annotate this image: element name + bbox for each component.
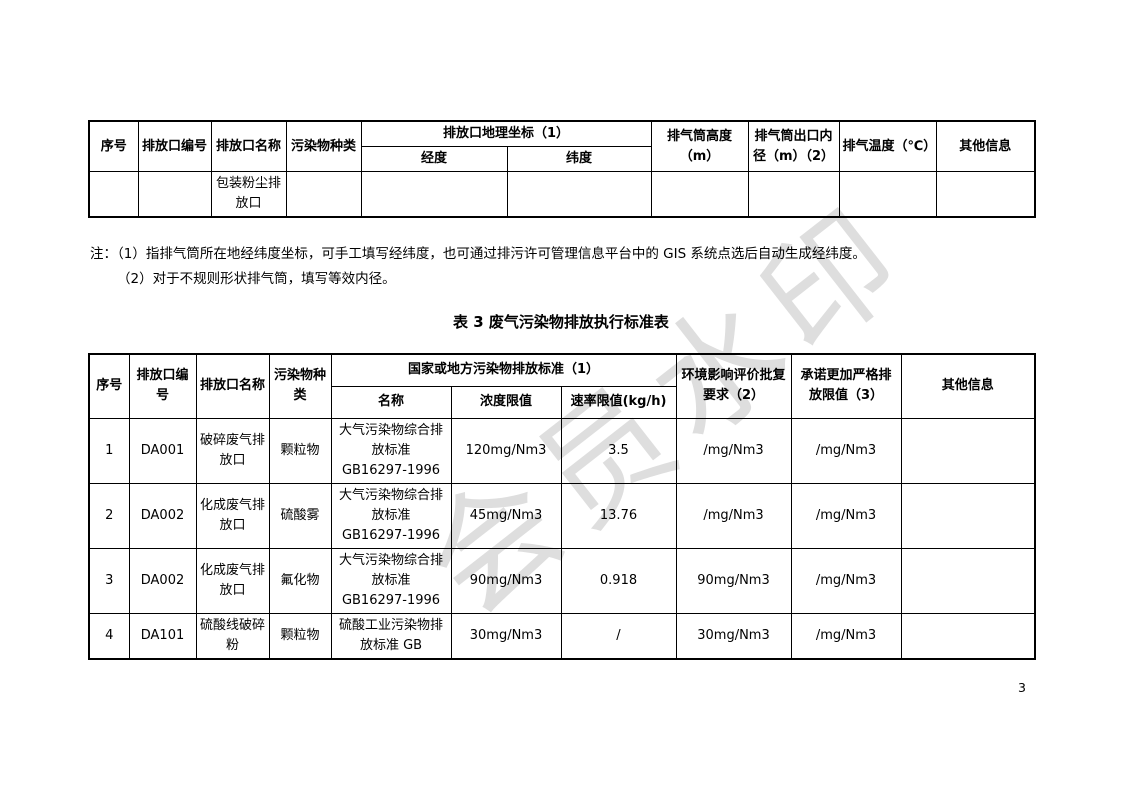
- t3-cell-std-name: 大气污染物综合排放标准 GB16297-1996: [330, 547, 452, 614]
- t3-cell-conc: 30mg/Nm3: [450, 612, 562, 660]
- t3-cell-other: [900, 417, 1036, 484]
- t3-cell-std-name: 大气污染物综合排放标准 GB16297-1996: [330, 417, 452, 484]
- t3-header-standard-group: 国家或地方污染物排放标准（1）: [330, 353, 677, 387]
- table-row: 2 DA002 化成废气排放口 硫酸雾 大气污染物综合排放标准 GB16297-…: [88, 482, 1036, 549]
- t1-cell-seq: [88, 171, 139, 218]
- t3-cell-seq: 3: [88, 547, 130, 614]
- t1-header-other: 其他信息: [935, 120, 1036, 172]
- t3-cell-pollutant: 颗粒物: [268, 417, 332, 484]
- footnote-line-2: （2）对于不规则形状排气筒，填写等效内径。: [117, 271, 396, 287]
- t3-header-std-name: 名称: [330, 385, 452, 419]
- t3-header-other: 其他信息: [900, 353, 1036, 419]
- t1-header-stack-height: 排气筒高度（m）: [650, 120, 749, 172]
- t1-cell-longitude: [360, 171, 508, 218]
- t3-cell-rate: 3.5: [560, 417, 677, 484]
- emission-standards-table: 序号 排放口编号 排放口名称 污染物种类 国家或地方污染物排放标准（1） 环境影…: [88, 353, 1036, 660]
- t3-cell-conc: 120mg/Nm3: [450, 417, 562, 484]
- t3-cell-outlet-name: 化成废气排放口: [195, 482, 270, 549]
- t3-cell-stricter: /mg/Nm3: [790, 417, 902, 484]
- t3-header-outlet-name: 排放口名称: [195, 353, 270, 419]
- t3-cell-stricter: /mg/Nm3: [790, 482, 902, 549]
- t3-cell-pollutant: 硫酸雾: [268, 482, 332, 549]
- t3-header-rate-limit: 速率限值(kg/h): [560, 385, 677, 419]
- t3-cell-eia: /mg/Nm3: [675, 482, 792, 549]
- t1-header-exhaust-temp: 排气温度（℃）: [838, 120, 937, 172]
- t3-header-stricter-limit: 承诺更加严格排放限值（3）: [790, 353, 902, 419]
- t1-header-longitude: 经度: [360, 146, 508, 172]
- t1-header-geo-group: 排放口地理坐标（1）: [360, 120, 652, 147]
- t3-cell-std-name: 硫酸工业污染物排放标准 GB: [330, 612, 452, 660]
- t3-cell-outlet-id: DA002: [128, 547, 197, 614]
- t3-cell-eia: 30mg/Nm3: [675, 612, 792, 660]
- t1-cell-stack-diameter: [747, 171, 840, 218]
- table3-title: 表 3 废气污染物排放执行标准表: [453, 313, 669, 331]
- t3-cell-stricter: /mg/Nm3: [790, 547, 902, 614]
- t1-header-outlet-id: 排放口编号: [137, 120, 212, 172]
- t3-header-pollutant-type: 污染物种类: [268, 353, 332, 419]
- t3-header-conc-limit: 浓度限值: [450, 385, 562, 419]
- t1-header-outlet-name: 排放口名称: [210, 120, 287, 172]
- t3-cell-seq: 2: [88, 482, 130, 549]
- t3-cell-outlet-id: DA001: [128, 417, 197, 484]
- table-row: 3 DA002 化成废气排放口 氟化物 大气污染物综合排放标准 GB16297-…: [88, 547, 1036, 614]
- t3-cell-outlet-name: 化成废气排放口: [195, 547, 270, 614]
- t3-cell-seq: 1: [88, 417, 130, 484]
- t1-cell-outlet-name: 包装粉尘排放口: [210, 171, 287, 218]
- t1-cell-other: [935, 171, 1036, 218]
- t3-cell-rate: /: [560, 612, 677, 660]
- t1-cell-latitude: [506, 171, 652, 218]
- t3-header-outlet-id: 排放口编号: [128, 353, 197, 419]
- t3-cell-conc: 90mg/Nm3: [450, 547, 562, 614]
- t3-cell-outlet-name: 硫酸线破碎粉: [195, 612, 270, 660]
- t3-cell-outlet-name: 破碎废气排放口: [195, 417, 270, 484]
- t1-cell-pollutant-type: [285, 171, 362, 218]
- table-row: 4 DA101 硫酸线破碎粉 颗粒物 硫酸工业污染物排放标准 GB 30mg/N…: [88, 612, 1036, 660]
- t3-cell-seq: 4: [88, 612, 130, 660]
- t3-header-seq: 序号: [88, 353, 130, 419]
- t1-header-latitude: 纬度: [506, 146, 652, 172]
- t3-header-eia-req: 环境影响评价批复要求（2）: [675, 353, 792, 419]
- table-row: 1 DA001 破碎废气排放口 颗粒物 大气污染物综合排放标准 GB16297-…: [88, 417, 1036, 484]
- t3-cell-pollutant: 颗粒物: [268, 612, 332, 660]
- t1-cell-outlet-id: [137, 171, 212, 218]
- t1-cell-exhaust-temp: [838, 171, 937, 218]
- t1-header-seq: 序号: [88, 120, 139, 172]
- outlet-info-table: 序号 排放口编号 排放口名称 污染物种类 排放口地理坐标（1） 排气筒高度（m）…: [88, 120, 1037, 218]
- t3-cell-rate: 0.918: [560, 547, 677, 614]
- footnotes: 注：（1）指排气筒所在地经纬度坐标，可手工填写经纬度，也可通过排污许可管理信息平…: [90, 242, 1050, 292]
- t3-cell-std-name: 大气污染物综合排放标准 GB16297-1996: [330, 482, 452, 549]
- t3-cell-outlet-id: DA002: [128, 482, 197, 549]
- t3-cell-pollutant: 氟化物: [268, 547, 332, 614]
- t3-cell-conc: 45mg/Nm3: [450, 482, 562, 549]
- t3-cell-outlet-id: DA101: [128, 612, 197, 660]
- t1-cell-stack-height: [650, 171, 749, 218]
- t3-cell-eia: 90mg/Nm3: [675, 547, 792, 614]
- table-row: 包装粉尘排放口: [88, 171, 1036, 218]
- t3-cell-eia: /mg/Nm3: [675, 417, 792, 484]
- t1-header-pollutant-type: 污染物种类: [285, 120, 362, 172]
- t3-cell-rate: 13.76: [560, 482, 677, 549]
- t3-cell-other: [900, 547, 1036, 614]
- t3-cell-other: [900, 612, 1036, 660]
- t1-header-stack-diameter: 排气筒出口内径（m）（2）: [747, 120, 840, 172]
- page-number: 3: [1018, 680, 1026, 695]
- footnote-line-1: 注：（1）指排气筒所在地经纬度坐标，可手工填写经纬度，也可通过排污许可管理信息平…: [90, 246, 866, 262]
- t3-cell-other: [900, 482, 1036, 549]
- t3-cell-stricter: /mg/Nm3: [790, 612, 902, 660]
